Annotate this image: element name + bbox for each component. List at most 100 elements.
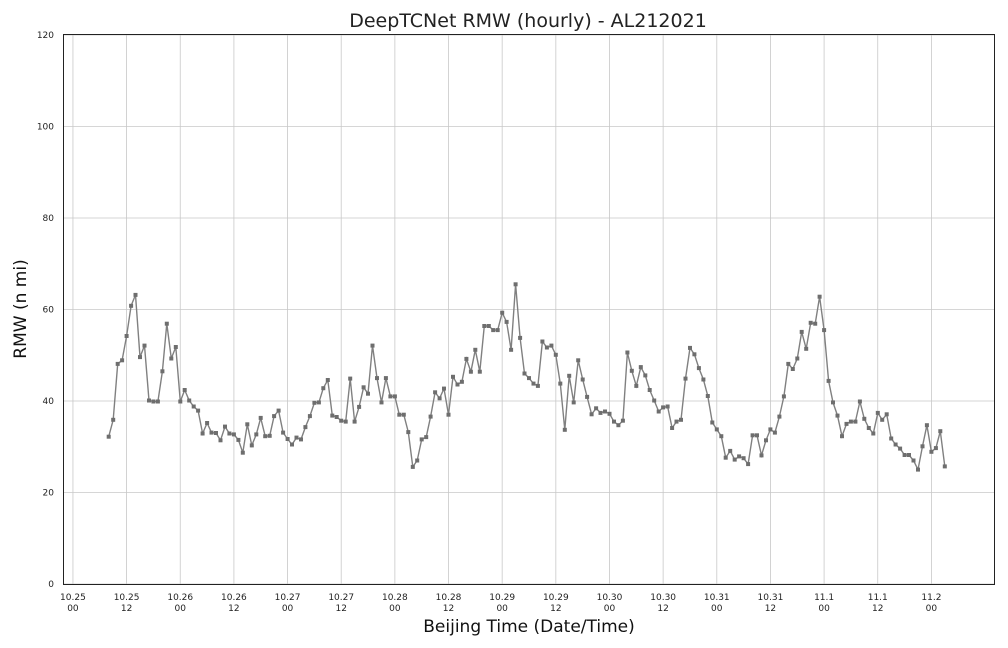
rmw-data-point bbox=[307, 414, 312, 419]
rmw-data-point bbox=[352, 419, 357, 424]
rmw-data-point bbox=[902, 453, 907, 457]
rmw-data-point bbox=[410, 464, 415, 469]
x-tick-label-date: 10.29 bbox=[489, 593, 515, 603]
rmw-data-point bbox=[433, 390, 438, 395]
rmw-data-point bbox=[303, 425, 308, 430]
rmw-data-point bbox=[938, 429, 943, 434]
rmw-data-point bbox=[227, 431, 232, 436]
rmw-data-point bbox=[848, 419, 853, 424]
rmw-data-point bbox=[813, 321, 818, 326]
rmw-data-point bbox=[147, 398, 151, 403]
rmw-data-point bbox=[129, 303, 134, 308]
rmw-data-point bbox=[831, 400, 835, 405]
rmw-data-point bbox=[383, 376, 388, 381]
rmw-data-point bbox=[357, 404, 362, 409]
x-tick-label-date: 10.31 bbox=[704, 593, 730, 603]
rmw-data-point bbox=[844, 421, 849, 426]
plot-frame bbox=[63, 34, 995, 585]
rmw-data-point bbox=[634, 383, 639, 388]
rmw-data-point bbox=[929, 449, 934, 454]
x-tick-label-time: 00 bbox=[926, 604, 938, 614]
rmw-data-point bbox=[679, 417, 683, 422]
rmw-data-point bbox=[795, 356, 800, 361]
rmw-data-point bbox=[692, 352, 697, 357]
rmw-data-point bbox=[620, 418, 625, 423]
rmw-data-point bbox=[527, 376, 531, 381]
rmw-data-point bbox=[254, 432, 259, 437]
rmw-data-point bbox=[205, 421, 210, 425]
x-tick-label-date: 11.1 bbox=[868, 593, 888, 603]
rmw-data-point bbox=[419, 437, 424, 442]
rmw-data-point bbox=[625, 350, 630, 355]
x-tick-label-time: 00 bbox=[67, 604, 79, 614]
rmw-data-point bbox=[612, 419, 616, 424]
rmw-data-point bbox=[415, 458, 420, 463]
rmw-data-point bbox=[115, 361, 120, 366]
x-tick-label-date: 10.30 bbox=[597, 593, 623, 603]
rmw-data-point bbox=[500, 310, 505, 315]
rmw-data-point bbox=[437, 396, 442, 401]
rmw-data-point bbox=[750, 433, 755, 438]
rmw-data-point bbox=[196, 408, 201, 413]
rmw-data-point bbox=[223, 424, 227, 429]
rmw-data-point bbox=[562, 427, 567, 432]
rmw-data-point bbox=[549, 343, 554, 348]
rmw-data-point bbox=[705, 394, 710, 398]
grid-layer bbox=[64, 34, 994, 585]
rmw-data-point bbox=[553, 352, 558, 357]
rmw-data-point bbox=[535, 383, 540, 388]
rmw-data-point bbox=[728, 448, 733, 453]
rmw-data-point bbox=[468, 369, 473, 374]
rmw-data-point bbox=[866, 426, 871, 430]
rmw-data-point bbox=[558, 381, 563, 386]
rmw-data-point bbox=[781, 394, 786, 399]
rmw-data-point bbox=[719, 434, 724, 439]
rmw-data-point bbox=[911, 458, 916, 463]
rmw-data-point bbox=[428, 414, 433, 419]
rmw-data-point bbox=[607, 411, 612, 416]
rmw-data-point bbox=[840, 434, 844, 439]
x-tick-label-time: 00 bbox=[818, 604, 830, 614]
x-tick-label-date: 10.28 bbox=[382, 593, 408, 603]
series-layer bbox=[106, 282, 947, 472]
rmw-data-point bbox=[544, 345, 549, 350]
rmw-data-point bbox=[464, 356, 469, 361]
rmw-data-point bbox=[772, 430, 777, 435]
rmw-data-point bbox=[366, 391, 370, 396]
rmw-data-point bbox=[674, 419, 679, 424]
rmw-data-point bbox=[916, 467, 920, 472]
x-tick-label-time: 00 bbox=[496, 604, 508, 614]
rmw-data-point bbox=[151, 399, 156, 404]
rmw-data-point bbox=[455, 382, 460, 387]
tick-layer: 02040608010012010.250010.251210.260010.2… bbox=[37, 31, 942, 614]
rmw-data-point bbox=[759, 453, 764, 458]
rmw-data-point bbox=[321, 386, 326, 391]
x-tick-label-time: 00 bbox=[711, 604, 723, 614]
rmw-data-point bbox=[459, 379, 464, 384]
rmw-data-point bbox=[124, 334, 129, 338]
rmw-data-point bbox=[817, 294, 822, 299]
y-tick-label: 20 bbox=[43, 489, 55, 499]
rmw-data-point bbox=[276, 408, 281, 413]
rmw-data-point bbox=[513, 282, 518, 287]
rmw-data-point bbox=[160, 369, 165, 374]
rmw-data-point bbox=[652, 398, 657, 403]
rmw-data-point bbox=[281, 430, 286, 435]
x-tick-label-time: 12 bbox=[657, 604, 668, 614]
rmw-data-point bbox=[120, 358, 125, 363]
x-tick-label-time: 12 bbox=[443, 604, 454, 614]
rmw-data-point bbox=[647, 388, 652, 392]
y-tick-label: 120 bbox=[37, 31, 54, 41]
rmw-data-point bbox=[616, 423, 621, 428]
x-tick-label-date: 10.25 bbox=[114, 593, 140, 603]
rmw-data-point bbox=[589, 412, 594, 417]
rmw-data-point bbox=[737, 454, 742, 459]
rmw-data-point bbox=[397, 412, 402, 417]
rmw-data-point bbox=[804, 346, 809, 351]
rmw-data-point bbox=[249, 443, 254, 448]
chart-title: DeepTCNet RMW (hourly) - AL212021 bbox=[349, 10, 707, 32]
rmw-data-point bbox=[191, 404, 196, 409]
rmw-data-point bbox=[522, 371, 527, 376]
rmw-data-point bbox=[477, 369, 482, 374]
rmw-data-point bbox=[339, 418, 344, 423]
